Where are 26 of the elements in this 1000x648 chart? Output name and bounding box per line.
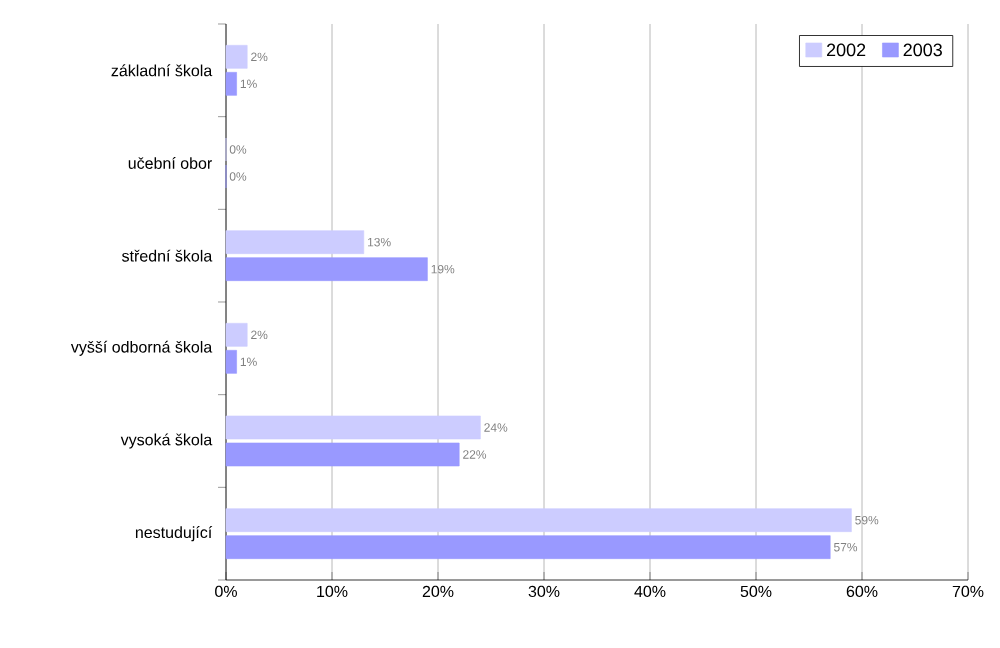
legend-label: 2002: [826, 43, 866, 57]
y-tick-label: nestudující: [135, 526, 213, 542]
x-tick-label: 70%: [952, 585, 984, 598]
x-tick-label: 10%: [317, 585, 348, 598]
bar: [225, 350, 237, 374]
x-tick-label: 20%: [422, 585, 454, 598]
bar: [225, 415, 481, 440]
bar: [225, 257, 428, 281]
bar: [225, 535, 831, 559]
x-tick-label: 50%: [740, 585, 772, 598]
y-tick-label: základní škola: [111, 64, 213, 77]
y-tick-label: střední škola: [122, 249, 213, 262]
bar: [225, 323, 248, 347]
y-tick-label: vyšší odborná škola: [70, 340, 213, 356]
bar: [225, 442, 460, 467]
x-tick-label: 0%: [215, 585, 237, 598]
y-tick-label: vysoká škola: [120, 433, 213, 449]
x-tick-label: 30%: [528, 585, 560, 598]
bar: [225, 45, 248, 69]
bar: [225, 508, 852, 532]
x-tick-label: 40%: [634, 585, 666, 598]
bar: [225, 72, 237, 96]
x-tick-label: 60%: [846, 585, 878, 598]
y-tick-label: učební obor: [128, 157, 212, 169]
bar: [225, 230, 365, 254]
legend-label: 2003: [903, 43, 942, 57]
